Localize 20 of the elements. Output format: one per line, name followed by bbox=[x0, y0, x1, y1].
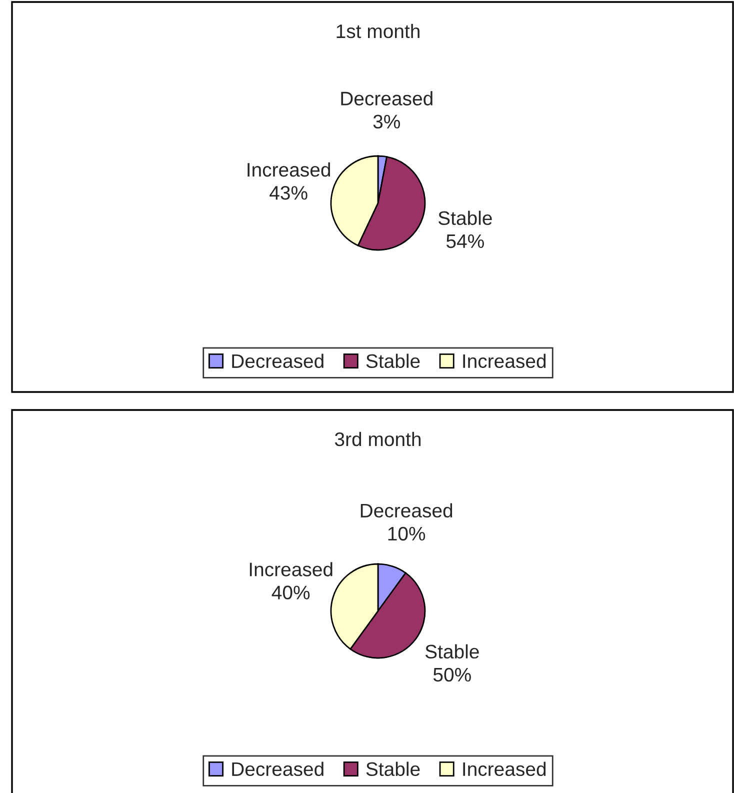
data-label: 10% bbox=[388, 526, 426, 541]
legend-label: Decreased bbox=[232, 354, 324, 368]
slice-label: Decreased bbox=[360, 503, 452, 518]
legend-label: Decreased bbox=[232, 762, 324, 776]
data-label: 3% bbox=[373, 114, 400, 129]
slice-label: Stable bbox=[438, 210, 492, 226]
chart-title: 1st month bbox=[336, 24, 420, 38]
data-label: 54% bbox=[446, 234, 484, 248]
legend-label: Stable bbox=[366, 762, 420, 776]
data-label: 50% bbox=[433, 668, 471, 682]
chart-title: 3rd month bbox=[334, 432, 421, 446]
data-label: 43% bbox=[270, 186, 308, 200]
legend-label: Increased bbox=[463, 762, 546, 776]
slice-label: Increased bbox=[250, 562, 332, 576]
data-label: 40% bbox=[272, 586, 310, 600]
legend-label: Stable bbox=[366, 354, 420, 368]
slice-label: Decreased bbox=[341, 91, 432, 106]
legend-label: Increased bbox=[463, 354, 546, 368]
slice-label: Stable bbox=[425, 644, 479, 659]
slice-label: Increased bbox=[248, 162, 330, 177]
